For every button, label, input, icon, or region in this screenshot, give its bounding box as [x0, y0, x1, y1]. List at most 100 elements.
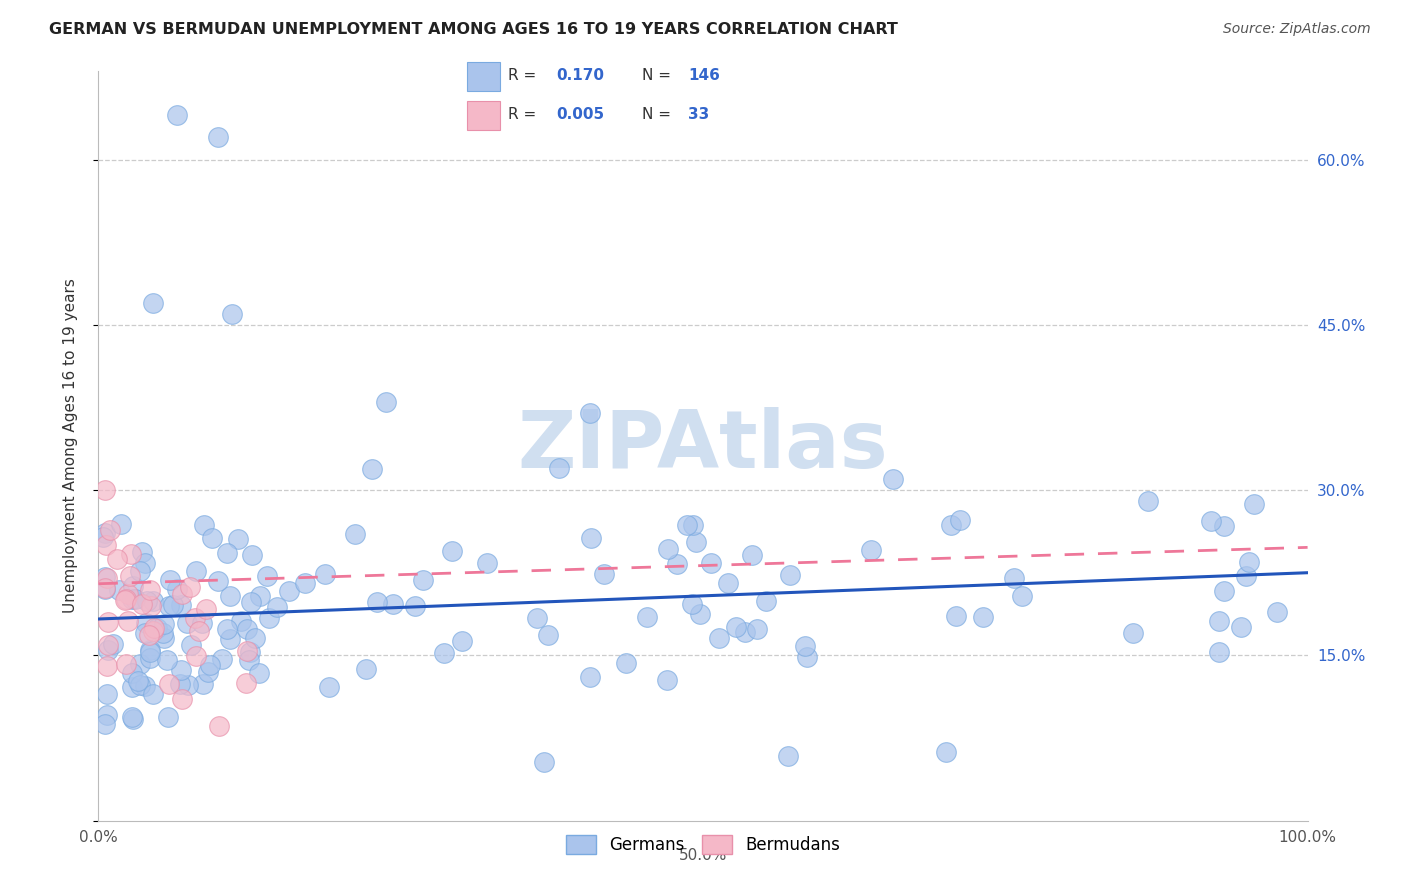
Text: 50.0%: 50.0% — [679, 848, 727, 863]
Point — [859, 543, 882, 558]
Point — [170, 599, 193, 613]
Point — [103, 637, 125, 651]
Point — [96, 659, 118, 673]
Point — [129, 657, 152, 671]
Point — [131, 545, 153, 559]
Point — [526, 611, 548, 625]
Point — [796, 649, 818, 664]
Point — [131, 597, 153, 611]
Point — [156, 653, 179, 667]
Point — [127, 673, 149, 688]
Point — [675, 517, 697, 532]
Point — [249, 589, 271, 603]
Point — [117, 587, 139, 601]
Point — [94, 525, 117, 540]
Point — [193, 677, 215, 691]
Point — [709, 631, 731, 645]
Point — [747, 622, 769, 636]
Point — [366, 595, 388, 609]
Point — [139, 643, 162, 657]
Point — [256, 568, 278, 582]
Point — [240, 548, 263, 562]
Point — [142, 624, 165, 639]
Point — [195, 602, 218, 616]
Point — [1243, 497, 1265, 511]
Point — [176, 616, 198, 631]
Point — [122, 712, 145, 726]
Point — [134, 556, 156, 570]
Point — [120, 547, 142, 561]
Text: ZIPAtlas: ZIPAtlas — [517, 407, 889, 485]
Point — [215, 546, 238, 560]
Point — [184, 611, 207, 625]
Point — [142, 593, 165, 607]
Point — [1239, 555, 1261, 569]
Point — [1137, 494, 1160, 508]
Point — [294, 575, 316, 590]
Point — [143, 621, 166, 635]
Point — [136, 594, 159, 608]
Point — [779, 567, 801, 582]
Point — [1212, 584, 1234, 599]
Point — [153, 617, 176, 632]
Point — [170, 587, 193, 601]
Point — [935, 744, 957, 758]
Point — [218, 632, 240, 647]
Point — [1229, 620, 1251, 634]
Point — [197, 665, 219, 679]
Point — [741, 548, 763, 562]
Point — [186, 649, 208, 664]
Point — [247, 665, 270, 680]
Text: GERMAN VS BERMUDAN UNEMPLOYMENT AMONG AGES 16 TO 19 YEARS CORRELATION CHART: GERMAN VS BERMUDAN UNEMPLOYMENT AMONG AG… — [49, 22, 898, 37]
Point — [142, 295, 165, 310]
Point — [1208, 614, 1230, 628]
Point — [734, 625, 756, 640]
Point — [578, 406, 600, 420]
Point — [266, 599, 288, 614]
Point — [547, 461, 569, 475]
Point — [412, 574, 434, 588]
Point — [180, 638, 202, 652]
Point — [93, 581, 115, 595]
Point — [945, 609, 967, 624]
Point — [1208, 645, 1230, 659]
Text: N =: N = — [643, 107, 671, 122]
Point — [129, 678, 152, 692]
Point — [191, 616, 214, 631]
Y-axis label: Unemployment Among Ages 16 to 19 years: Unemployment Among Ages 16 to 19 years — [63, 278, 77, 614]
Point — [616, 657, 638, 671]
Point — [755, 594, 778, 608]
Point — [440, 543, 463, 558]
Point — [110, 516, 132, 531]
Point — [120, 568, 142, 582]
Point — [128, 564, 150, 578]
Point — [1199, 514, 1222, 528]
Text: 0.005: 0.005 — [557, 107, 605, 122]
Point — [343, 527, 366, 541]
Point — [238, 653, 260, 667]
Point — [177, 678, 200, 692]
Point — [226, 533, 249, 547]
Point — [972, 609, 994, 624]
Point — [142, 687, 165, 701]
Point — [96, 571, 118, 585]
Point — [666, 557, 689, 571]
Point — [94, 582, 117, 596]
Point — [579, 531, 602, 545]
Point — [404, 599, 426, 614]
Point — [94, 569, 117, 583]
Point — [121, 680, 143, 694]
Point — [170, 663, 193, 677]
Point — [97, 643, 120, 657]
Point — [382, 597, 405, 611]
Point — [360, 462, 382, 476]
Point — [243, 631, 266, 645]
Point — [1234, 569, 1257, 583]
Point — [882, 472, 904, 486]
Point — [170, 692, 193, 706]
Point — [211, 652, 233, 666]
Point — [139, 583, 162, 598]
Point — [235, 643, 257, 657]
Point — [681, 597, 703, 611]
Point — [207, 574, 229, 588]
